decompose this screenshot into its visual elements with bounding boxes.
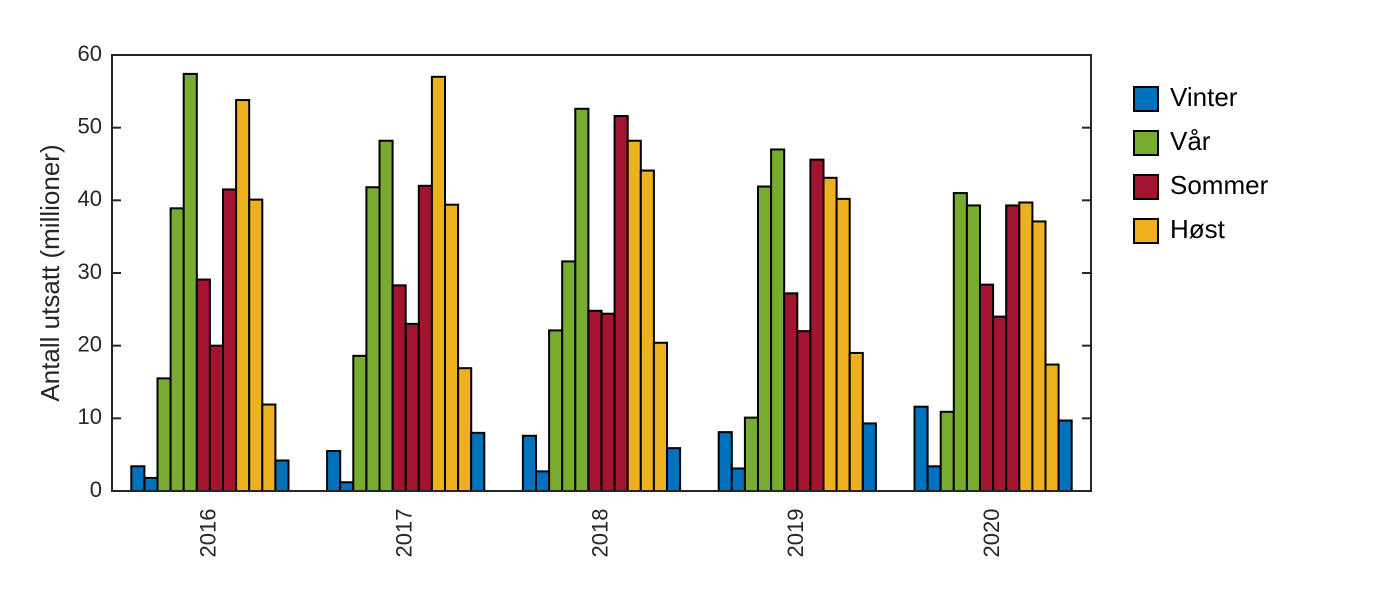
y-tick-label: 30 bbox=[78, 259, 102, 284]
legend-swatch bbox=[1133, 130, 1159, 156]
bar bbox=[600, 312, 616, 492]
bar bbox=[835, 197, 851, 492]
bar bbox=[626, 139, 642, 492]
x-tick-label: 2018 bbox=[587, 509, 612, 558]
x-tick-label: 2020 bbox=[979, 509, 1004, 558]
bar bbox=[652, 341, 669, 493]
legend-swatch bbox=[1133, 174, 1159, 200]
bar bbox=[339, 481, 355, 492]
plot-frame bbox=[111, 54, 1092, 492]
bar bbox=[1031, 220, 1047, 492]
bar bbox=[444, 203, 460, 492]
bar bbox=[1057, 419, 1073, 492]
bar bbox=[326, 450, 342, 492]
bar bbox=[365, 186, 381, 492]
bar bbox=[992, 315, 1008, 492]
legend-label: Vår bbox=[1170, 126, 1211, 156]
y-tick-label: 40 bbox=[78, 186, 102, 211]
bar bbox=[1018, 201, 1034, 492]
bar bbox=[730, 467, 746, 492]
bar bbox=[404, 322, 420, 492]
bar bbox=[378, 139, 394, 492]
legend-label: Høst bbox=[1170, 214, 1226, 244]
y-tick-label: 50 bbox=[78, 113, 102, 138]
x-tick-label: 2016 bbox=[196, 509, 221, 558]
y-tick-label: 0 bbox=[90, 477, 102, 502]
legend-label: Sommer bbox=[1170, 170, 1269, 200]
bar bbox=[521, 434, 538, 493]
bar bbox=[809, 158, 825, 492]
bar bbox=[274, 459, 290, 493]
bar bbox=[613, 115, 629, 492]
bar bbox=[130, 465, 146, 493]
bar bbox=[639, 169, 655, 492]
bar bbox=[926, 465, 942, 493]
bar bbox=[417, 184, 433, 493]
bar bbox=[143, 476, 159, 493]
bar bbox=[965, 204, 982, 492]
bar bbox=[848, 351, 864, 492]
bar bbox=[861, 422, 877, 493]
bar bbox=[1044, 363, 1060, 492]
bar bbox=[535, 470, 551, 493]
bar bbox=[182, 72, 198, 492]
bar bbox=[156, 377, 172, 492]
bar bbox=[822, 176, 838, 492]
bar bbox=[952, 192, 968, 492]
legend-label: Vinter bbox=[1170, 82, 1238, 112]
y-tick-label: 20 bbox=[78, 331, 102, 356]
bar bbox=[548, 329, 564, 493]
bar bbox=[561, 260, 577, 492]
bar bbox=[391, 284, 407, 492]
bar bbox=[195, 278, 211, 493]
legend-swatch bbox=[1133, 218, 1159, 244]
y-tick-label: 60 bbox=[78, 41, 102, 66]
bar bbox=[717, 431, 733, 493]
bar bbox=[979, 283, 995, 493]
bar bbox=[939, 410, 955, 492]
bar bbox=[1005, 204, 1021, 492]
bar bbox=[783, 292, 799, 493]
bar bbox=[457, 367, 473, 492]
bar bbox=[574, 107, 590, 492]
bar bbox=[169, 207, 185, 492]
bar bbox=[913, 405, 929, 492]
bar bbox=[757, 185, 773, 492]
bar bbox=[743, 416, 760, 492]
bar bbox=[235, 99, 251, 492]
bar bbox=[222, 188, 238, 493]
bar bbox=[796, 330, 812, 492]
bar bbox=[587, 309, 603, 492]
x-tick-label: 2017 bbox=[392, 509, 417, 558]
bar bbox=[261, 403, 277, 493]
bar bbox=[248, 198, 264, 493]
bar bbox=[770, 148, 786, 492]
x-tick-label: 2019 bbox=[783, 509, 808, 558]
bar bbox=[430, 75, 446, 493]
bar bbox=[352, 354, 368, 492]
bar bbox=[208, 344, 224, 492]
legend-swatch bbox=[1133, 86, 1159, 112]
y-tick-label: 10 bbox=[78, 404, 102, 429]
y-axis-label: Antall utsatt (millioner) bbox=[35, 144, 65, 401]
bar bbox=[470, 431, 486, 493]
bar bbox=[666, 447, 682, 493]
